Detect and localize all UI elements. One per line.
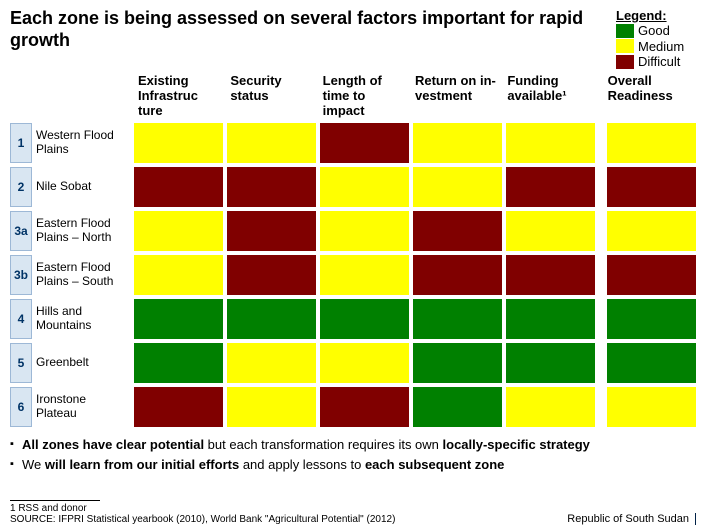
col-header: Length of time to impact bbox=[319, 72, 411, 121]
row-label: Eastern Flood Plains – South bbox=[36, 255, 134, 295]
matrix-cell bbox=[134, 343, 223, 383]
page-title: Each zone is being assessed on several f… bbox=[10, 8, 616, 70]
bullet-point: All zones have clear potential but each … bbox=[10, 437, 696, 454]
matrix-cell bbox=[607, 167, 696, 207]
matrix-cell bbox=[506, 343, 595, 383]
matrix-cell bbox=[607, 123, 696, 163]
col-header: Funding available¹ bbox=[503, 72, 595, 121]
col-header: Security status bbox=[226, 72, 318, 121]
matrix-cell bbox=[134, 211, 223, 251]
matrix-cell bbox=[506, 387, 595, 427]
matrix-cell bbox=[506, 123, 595, 163]
row-number: 6 bbox=[10, 387, 32, 427]
matrix-cell bbox=[413, 255, 502, 295]
matrix-cell bbox=[320, 387, 409, 427]
swatch-difficult bbox=[616, 55, 634, 69]
swatch-medium bbox=[616, 39, 634, 53]
matrix-cell bbox=[227, 211, 316, 251]
legend-title: Legend: bbox=[616, 8, 696, 23]
row-number: 4 bbox=[10, 299, 32, 339]
legend-item-difficult: Difficult bbox=[616, 54, 696, 70]
table-row: 3aEastern Flood Plains – North bbox=[10, 211, 696, 251]
footnote: 1 RSS and donor bbox=[10, 503, 395, 514]
row-label: Ironstone Plateau bbox=[36, 387, 134, 427]
matrix-cell bbox=[320, 211, 409, 251]
matrix-cell bbox=[506, 299, 595, 339]
source: SOURCE: IFPRI Statistical yearbook (2010… bbox=[10, 514, 395, 525]
matrix-cell bbox=[506, 167, 595, 207]
row-label: Nile Sobat bbox=[36, 167, 134, 207]
row-label: Eastern Flood Plains – North bbox=[36, 211, 134, 251]
legend: Legend: Good Medium Difficult bbox=[616, 8, 696, 70]
col-header: Existing Infrastruc ture bbox=[134, 72, 226, 121]
matrix-cell bbox=[134, 255, 223, 295]
row-number: 1 bbox=[10, 123, 32, 163]
row-number: 5 bbox=[10, 343, 32, 383]
matrix-cell bbox=[320, 343, 409, 383]
matrix-cell bbox=[607, 211, 696, 251]
matrix-cell bbox=[506, 211, 595, 251]
matrix-cell bbox=[134, 167, 223, 207]
table-row: 4Hills and Mountains bbox=[10, 299, 696, 339]
legend-label: Difficult bbox=[638, 54, 680, 70]
legend-item-good: Good bbox=[616, 23, 696, 39]
matrix-cell bbox=[607, 255, 696, 295]
matrix-cell bbox=[320, 255, 409, 295]
matrix-cell bbox=[320, 123, 409, 163]
row-number: 2 bbox=[10, 167, 32, 207]
matrix-cell bbox=[413, 167, 502, 207]
column-headers: Existing Infrastruc ture Security status… bbox=[10, 72, 696, 121]
matrix-cell bbox=[227, 123, 316, 163]
matrix-cell bbox=[506, 255, 595, 295]
legend-label: Good bbox=[638, 23, 670, 39]
bullet-list: All zones have clear potential but each … bbox=[0, 431, 706, 483]
footer: 1 RSS and donor SOURCE: IFPRI Statistica… bbox=[10, 500, 696, 525]
matrix-cell bbox=[227, 343, 316, 383]
table-row: 5Greenbelt bbox=[10, 343, 696, 383]
matrix-cell bbox=[320, 299, 409, 339]
matrix-cell bbox=[227, 167, 316, 207]
matrix-cell bbox=[413, 387, 502, 427]
row-label: Western Flood Plains bbox=[36, 123, 134, 163]
col-header-overall: Overall Readiness bbox=[596, 72, 696, 121]
matrix-cell bbox=[134, 299, 223, 339]
row-label: Hills and Mountains bbox=[36, 299, 134, 339]
matrix-cell bbox=[607, 343, 696, 383]
matrix-cell bbox=[413, 123, 502, 163]
matrix-cell bbox=[413, 299, 502, 339]
matrix-cell bbox=[134, 123, 223, 163]
matrix-cell bbox=[607, 299, 696, 339]
matrix-cell bbox=[413, 343, 502, 383]
table-row: 1Western Flood Plains bbox=[10, 123, 696, 163]
matrix-cell bbox=[134, 387, 223, 427]
table-row: 3bEastern Flood Plains – South bbox=[10, 255, 696, 295]
matrix-cell bbox=[320, 167, 409, 207]
matrix-cell bbox=[227, 255, 316, 295]
legend-label: Medium bbox=[638, 39, 684, 55]
footer-right: Republic of South Sudan bbox=[567, 513, 696, 525]
swatch-good bbox=[616, 24, 634, 38]
col-header: Return on in- vestment bbox=[411, 72, 503, 121]
table-row: 6Ironstone Plateau bbox=[10, 387, 696, 427]
matrix-cell bbox=[607, 387, 696, 427]
bullet-point: We will learn from our initial efforts a… bbox=[10, 457, 696, 474]
row-label: Greenbelt bbox=[36, 343, 134, 383]
table-row: 2Nile Sobat bbox=[10, 167, 696, 207]
matrix-cell bbox=[227, 299, 316, 339]
matrix-cell bbox=[413, 211, 502, 251]
legend-item-medium: Medium bbox=[616, 39, 696, 55]
matrix-cell bbox=[227, 387, 316, 427]
row-number: 3a bbox=[10, 211, 32, 251]
assessment-matrix: Existing Infrastruc ture Security status… bbox=[0, 72, 706, 427]
row-number: 3b bbox=[10, 255, 32, 295]
